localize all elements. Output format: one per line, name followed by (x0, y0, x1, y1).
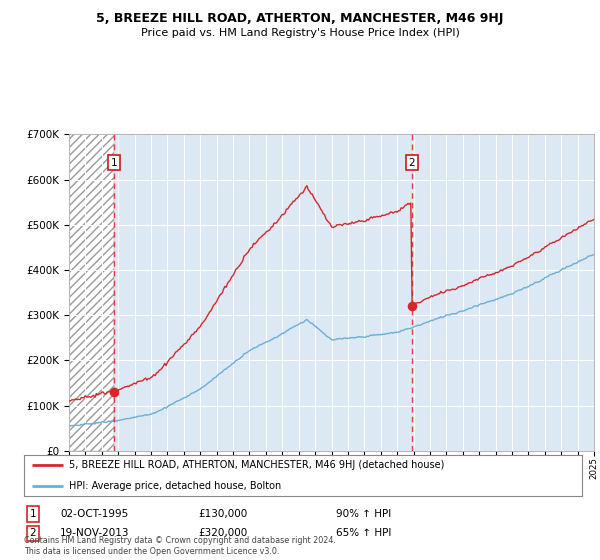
Text: £320,000: £320,000 (198, 528, 247, 538)
Text: 2: 2 (409, 158, 415, 168)
Text: HPI: Average price, detached house, Bolton: HPI: Average price, detached house, Bolt… (68, 480, 281, 491)
Text: Price paid vs. HM Land Registry's House Price Index (HPI): Price paid vs. HM Land Registry's House … (140, 28, 460, 38)
Text: £130,000: £130,000 (198, 509, 247, 519)
Text: 1: 1 (111, 158, 118, 168)
Text: 19-NOV-2013: 19-NOV-2013 (60, 528, 130, 538)
Text: 5, BREEZE HILL ROAD, ATHERTON, MANCHESTER, M46 9HJ (detached house): 5, BREEZE HILL ROAD, ATHERTON, MANCHESTE… (68, 460, 444, 470)
Text: 1: 1 (29, 509, 37, 519)
Bar (69, 134, 114, 451)
Point (407, 302, 416, 311)
Point (109, 388, 119, 396)
Text: Contains HM Land Registry data © Crown copyright and database right 2024.
This d: Contains HM Land Registry data © Crown c… (24, 536, 336, 556)
Text: 5, BREEZE HILL ROAD, ATHERTON, MANCHESTER, M46 9HJ: 5, BREEZE HILL ROAD, ATHERTON, MANCHESTE… (97, 12, 503, 25)
Text: 65% ↑ HPI: 65% ↑ HPI (336, 528, 391, 538)
Text: 2: 2 (29, 528, 37, 538)
Text: 02-OCT-1995: 02-OCT-1995 (60, 509, 128, 519)
Text: 90% ↑ HPI: 90% ↑ HPI (336, 509, 391, 519)
